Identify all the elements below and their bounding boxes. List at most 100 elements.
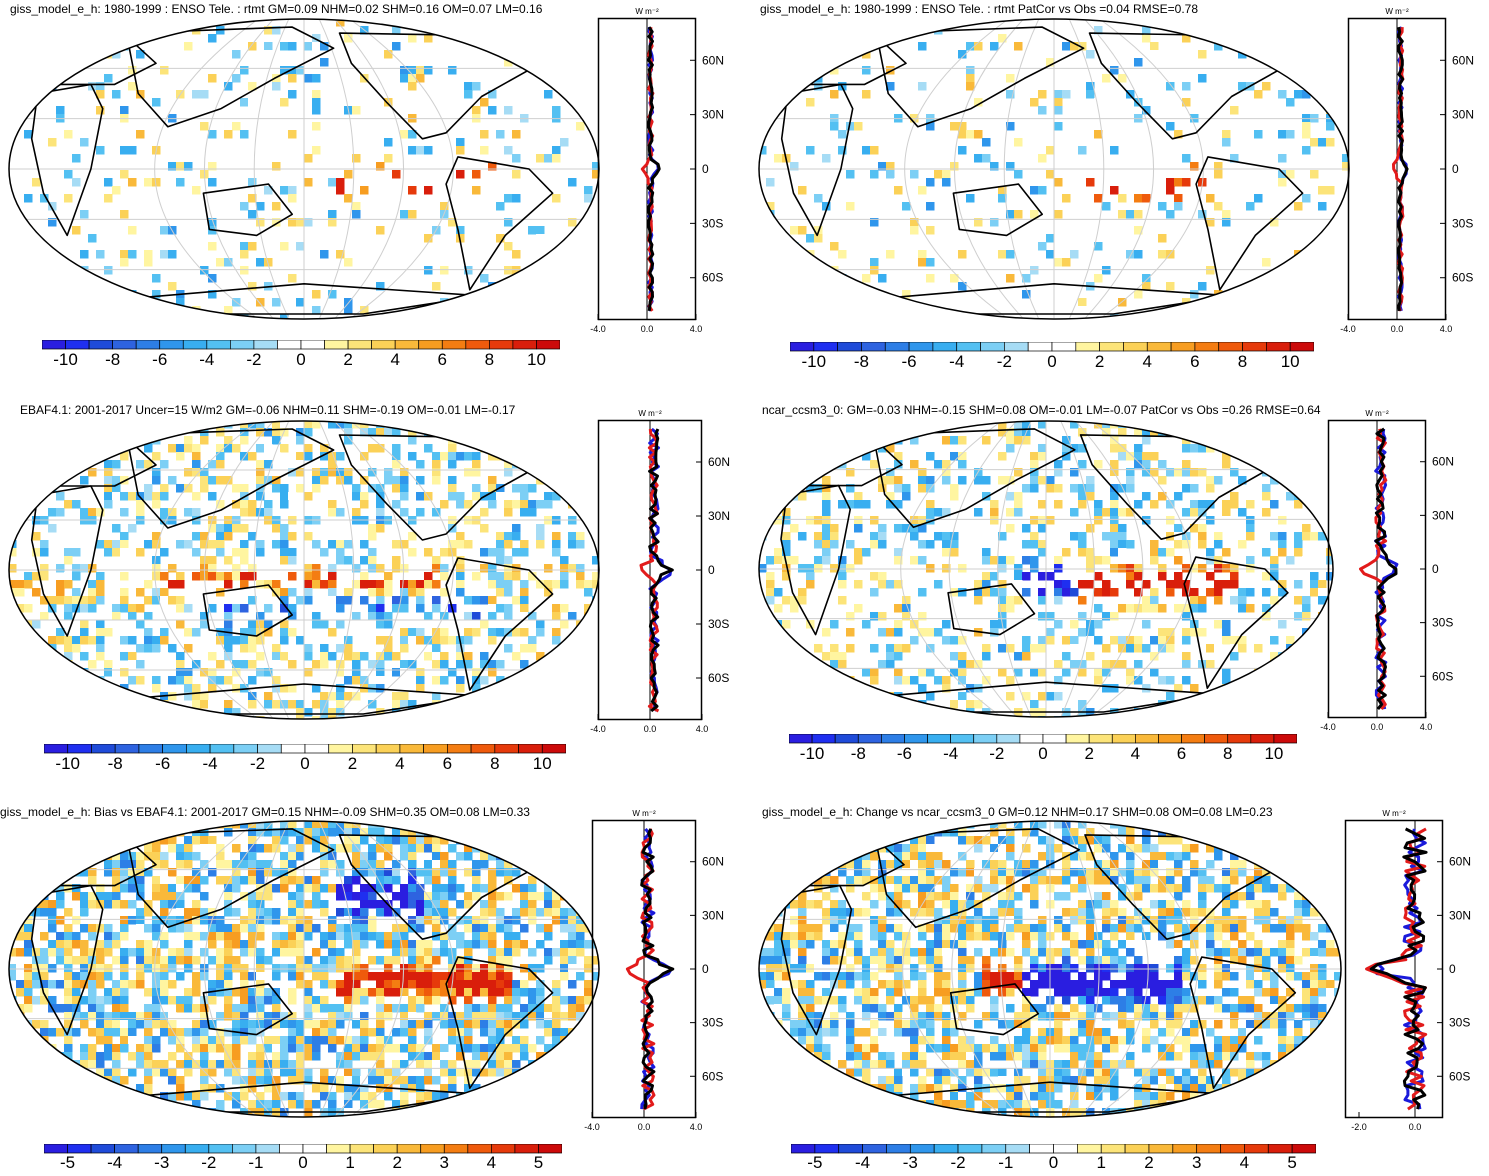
map-cell	[584, 940, 593, 949]
map-cell	[344, 988, 353, 997]
map-cell	[1214, 564, 1223, 573]
map-cell	[160, 1028, 169, 1037]
map-cell	[104, 468, 113, 477]
map-cell	[312, 996, 321, 1005]
map-cell	[958, 50, 967, 59]
map-cell	[1326, 298, 1335, 307]
map-cell	[272, 964, 281, 973]
map-cell	[288, 908, 297, 917]
map-cell	[1118, 644, 1127, 653]
map-cell	[96, 836, 105, 845]
map-cell	[160, 964, 169, 973]
map-cell	[104, 266, 113, 275]
map-cell	[1150, 452, 1159, 461]
map-cell	[560, 948, 569, 957]
map-cell	[1190, 628, 1199, 637]
map-cell	[176, 996, 185, 1005]
map-cell	[408, 548, 417, 557]
map-cell	[1102, 428, 1111, 437]
map-cell	[568, 178, 577, 187]
map-cell	[16, 676, 25, 685]
map-cell	[56, 836, 65, 845]
map-cell	[144, 1028, 153, 1037]
map-cell	[552, 146, 561, 155]
map-cell	[504, 980, 513, 989]
map-cell	[822, 500, 831, 509]
map-cell	[1118, 210, 1127, 219]
map-cell	[1062, 516, 1071, 525]
map-cell	[1030, 186, 1039, 195]
map-cell	[208, 34, 217, 43]
map-cell	[288, 274, 297, 283]
map-cell	[1022, 644, 1031, 653]
map-cell	[504, 1004, 513, 1013]
colorbar-box	[277, 339, 302, 350]
map-cell	[256, 932, 265, 941]
map-cell	[96, 428, 105, 437]
map-cell	[16, 1020, 25, 1029]
lat-tick-label: 30S	[1452, 216, 1473, 230]
colorbar-box	[41, 339, 66, 350]
map-cell	[312, 90, 321, 99]
map-cell	[504, 1044, 513, 1053]
map-cell	[280, 604, 289, 613]
map-cell	[998, 668, 1007, 677]
map-cell	[256, 620, 265, 629]
map-cell	[592, 580, 599, 589]
map-cell	[528, 644, 537, 653]
map-cell	[280, 186, 289, 195]
map-cell	[176, 1076, 185, 1085]
map-cell	[472, 1052, 481, 1061]
map-cell	[480, 884, 489, 893]
map-cell	[256, 900, 265, 909]
map-cell	[320, 644, 329, 653]
x-tick-label: -4.0	[1320, 722, 1336, 732]
map-cell	[1070, 636, 1079, 645]
colorbar-box	[811, 733, 836, 744]
map-cell	[184, 860, 193, 869]
map-cell	[432, 282, 441, 291]
map-cell	[1054, 210, 1063, 219]
map-cell	[520, 940, 529, 949]
map-cell	[416, 988, 425, 997]
map-cell	[902, 266, 911, 275]
map-cell	[88, 1012, 97, 1021]
map-cell	[312, 1028, 321, 1037]
map-cell	[512, 844, 521, 853]
map-cell	[184, 836, 193, 845]
map-cell	[416, 1004, 425, 1013]
map-cell	[248, 852, 257, 861]
map-cell	[200, 1036, 209, 1045]
map-cell	[806, 66, 815, 75]
map-cell	[1262, 82, 1271, 91]
map-cell	[1014, 421, 1023, 429]
map-cell	[248, 860, 257, 869]
map-cell	[32, 852, 41, 861]
map-cell	[504, 1052, 513, 1061]
map-cell	[512, 980, 521, 989]
map-cell	[176, 708, 185, 717]
map-cell	[400, 972, 409, 981]
map-cell	[232, 684, 241, 693]
map-cell	[256, 492, 265, 501]
map-cell	[1182, 98, 1191, 107]
map-cell	[432, 628, 441, 637]
map-cell	[224, 940, 233, 949]
map-cell	[424, 1012, 433, 1021]
map-cell	[576, 844, 585, 853]
map-cell	[1262, 452, 1271, 461]
map-cell	[368, 1044, 377, 1053]
map-cell	[1198, 500, 1207, 509]
map-cell	[272, 421, 281, 429]
map-cell	[376, 876, 385, 885]
map-cell	[160, 828, 169, 837]
map-cell	[440, 940, 449, 949]
map-cell	[838, 564, 847, 573]
map-cell	[440, 500, 449, 509]
map-cell	[1134, 644, 1143, 653]
map-cell	[1302, 524, 1311, 533]
map-cell	[136, 908, 145, 917]
map-cell	[192, 916, 201, 925]
map-cell	[48, 444, 57, 453]
map-cell	[528, 940, 537, 949]
